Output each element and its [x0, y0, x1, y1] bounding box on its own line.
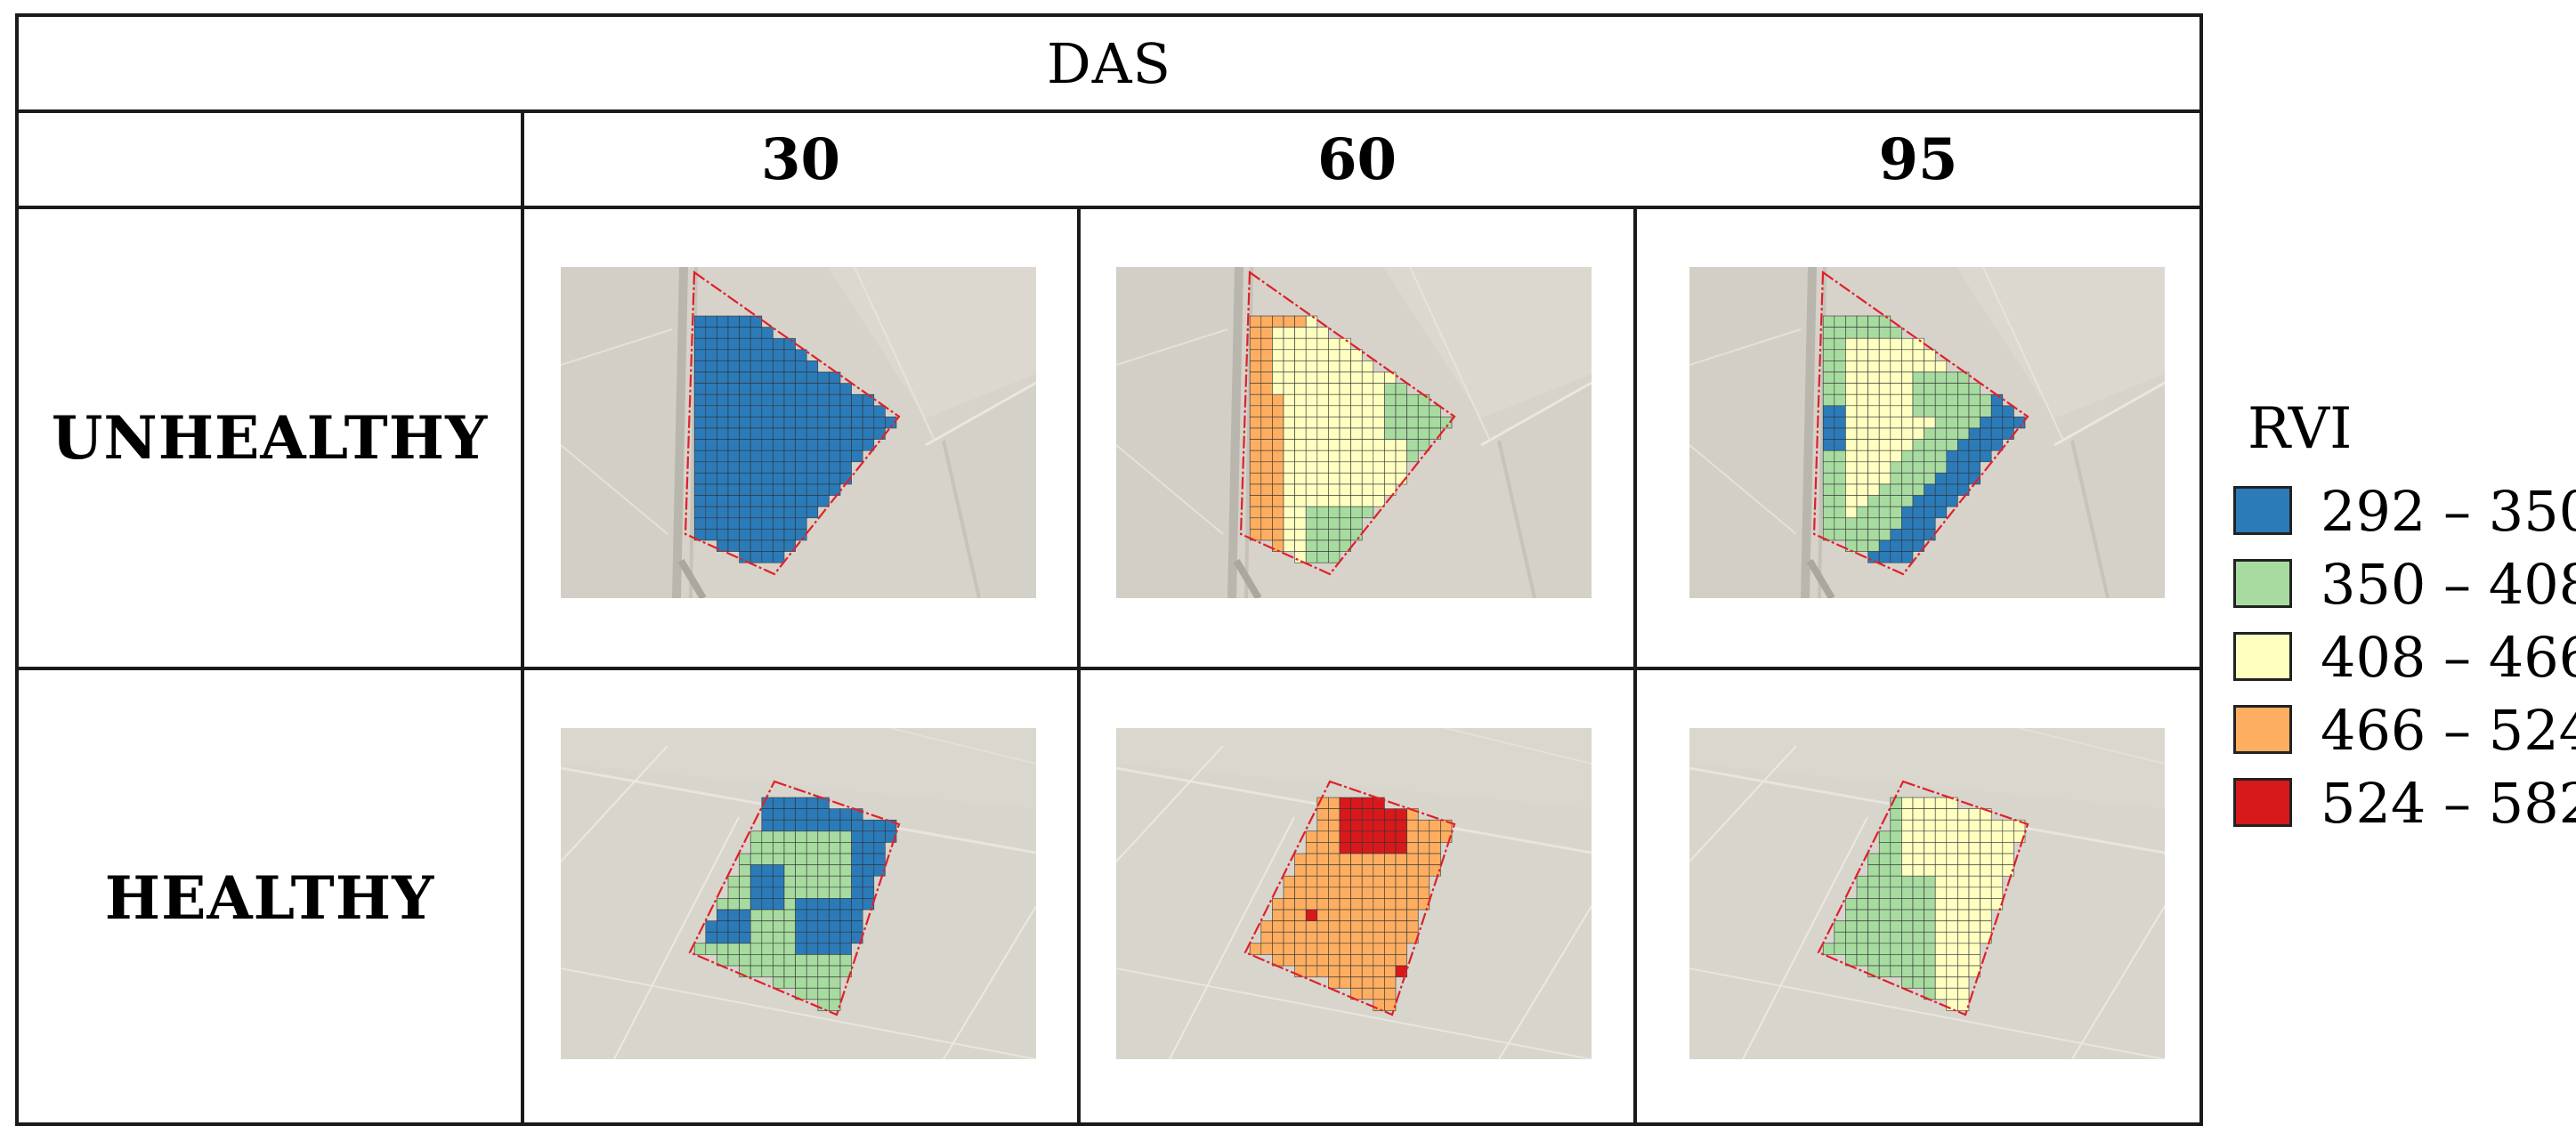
divider [19, 206, 2199, 209]
legend-item: 466 – 524 [2230, 700, 2576, 762]
legend-label: 466 – 524 [2321, 698, 2576, 763]
divider [1077, 206, 1081, 1126]
legend-label: 524 – 582 [2321, 771, 2576, 836]
column-header-30: 30 [760, 126, 841, 193]
legend-swatch [2233, 705, 2292, 754]
map-healthy-60das [1116, 728, 1592, 1059]
legend-swatch [2233, 486, 2292, 535]
legend-label: 292 – 350 [2321, 479, 2576, 544]
map-healthy-95das [1689, 728, 2165, 1059]
data-table: DAS 30 60 95 UNHEALTHY HEALTHY [15, 13, 2203, 1126]
legend-label: 408 – 466 [2321, 625, 2576, 690]
divider [19, 667, 2199, 670]
divider [521, 109, 524, 1126]
column-header-95: 95 [1878, 126, 1958, 193]
map-healthy-30das [561, 728, 1036, 1059]
map-unhealthy-30das [561, 267, 1036, 598]
row-label-unhealthy: UNHEALTHY [51, 403, 489, 473]
legend-item: 408 – 466 [2230, 627, 2576, 689]
legend-label: 350 – 408 [2321, 552, 2576, 617]
row-label-healthy: HEALTHY [104, 863, 435, 933]
divider [1633, 206, 1637, 1126]
das-header: DAS [1047, 30, 1171, 96]
legend-item: 350 – 408 [2230, 554, 2576, 616]
legend-swatch [2233, 778, 2292, 827]
legend-item: 292 – 350 [2230, 481, 2576, 543]
legend-swatch [2233, 632, 2292, 681]
legend-title: RVI [2248, 396, 2353, 462]
divider [19, 109, 2199, 113]
rvi-legend: RVI 292 – 350 350 – 408 408 – 466 466 – … [2230, 396, 2576, 841]
map-unhealthy-60das [1116, 267, 1592, 598]
map-unhealthy-95das [1689, 267, 2165, 598]
legend-item: 524 – 582 [2230, 773, 2576, 835]
column-header-60: 60 [1316, 126, 1397, 193]
legend-swatch [2233, 559, 2292, 608]
